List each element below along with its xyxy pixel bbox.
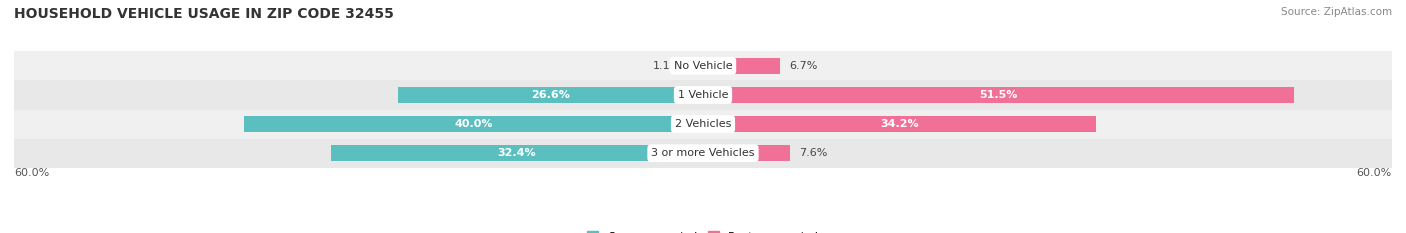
Text: No Vehicle: No Vehicle	[673, 61, 733, 71]
Bar	[703, 116, 1095, 132]
Bar	[690, 58, 703, 74]
Text: 6.7%: 6.7%	[789, 61, 817, 71]
Text: 60.0%: 60.0%	[1357, 168, 1392, 178]
Bar	[703, 145, 790, 161]
Text: 26.6%: 26.6%	[531, 90, 569, 100]
Text: 3 or more Vehicles: 3 or more Vehicles	[651, 148, 755, 158]
Bar	[14, 139, 1392, 168]
Bar	[14, 110, 1392, 139]
Bar	[243, 116, 703, 132]
Bar	[14, 51, 1392, 80]
Bar	[398, 87, 703, 103]
Legend: Owner-occupied, Renter-occupied: Owner-occupied, Renter-occupied	[582, 227, 824, 233]
Text: 32.4%: 32.4%	[498, 148, 536, 158]
Text: 2 Vehicles: 2 Vehicles	[675, 119, 731, 129]
Text: 34.2%: 34.2%	[880, 119, 918, 129]
Text: 1 Vehicle: 1 Vehicle	[678, 90, 728, 100]
Bar	[14, 80, 1392, 110]
Text: 7.6%: 7.6%	[800, 148, 828, 158]
Text: Source: ZipAtlas.com: Source: ZipAtlas.com	[1281, 7, 1392, 17]
Text: 40.0%: 40.0%	[454, 119, 492, 129]
Text: 60.0%: 60.0%	[14, 168, 49, 178]
Bar	[703, 58, 780, 74]
Bar	[703, 87, 1295, 103]
Bar	[330, 145, 703, 161]
Text: 51.5%: 51.5%	[980, 90, 1018, 100]
Text: 1.1%: 1.1%	[652, 61, 681, 71]
Text: HOUSEHOLD VEHICLE USAGE IN ZIP CODE 32455: HOUSEHOLD VEHICLE USAGE IN ZIP CODE 3245…	[14, 7, 394, 21]
